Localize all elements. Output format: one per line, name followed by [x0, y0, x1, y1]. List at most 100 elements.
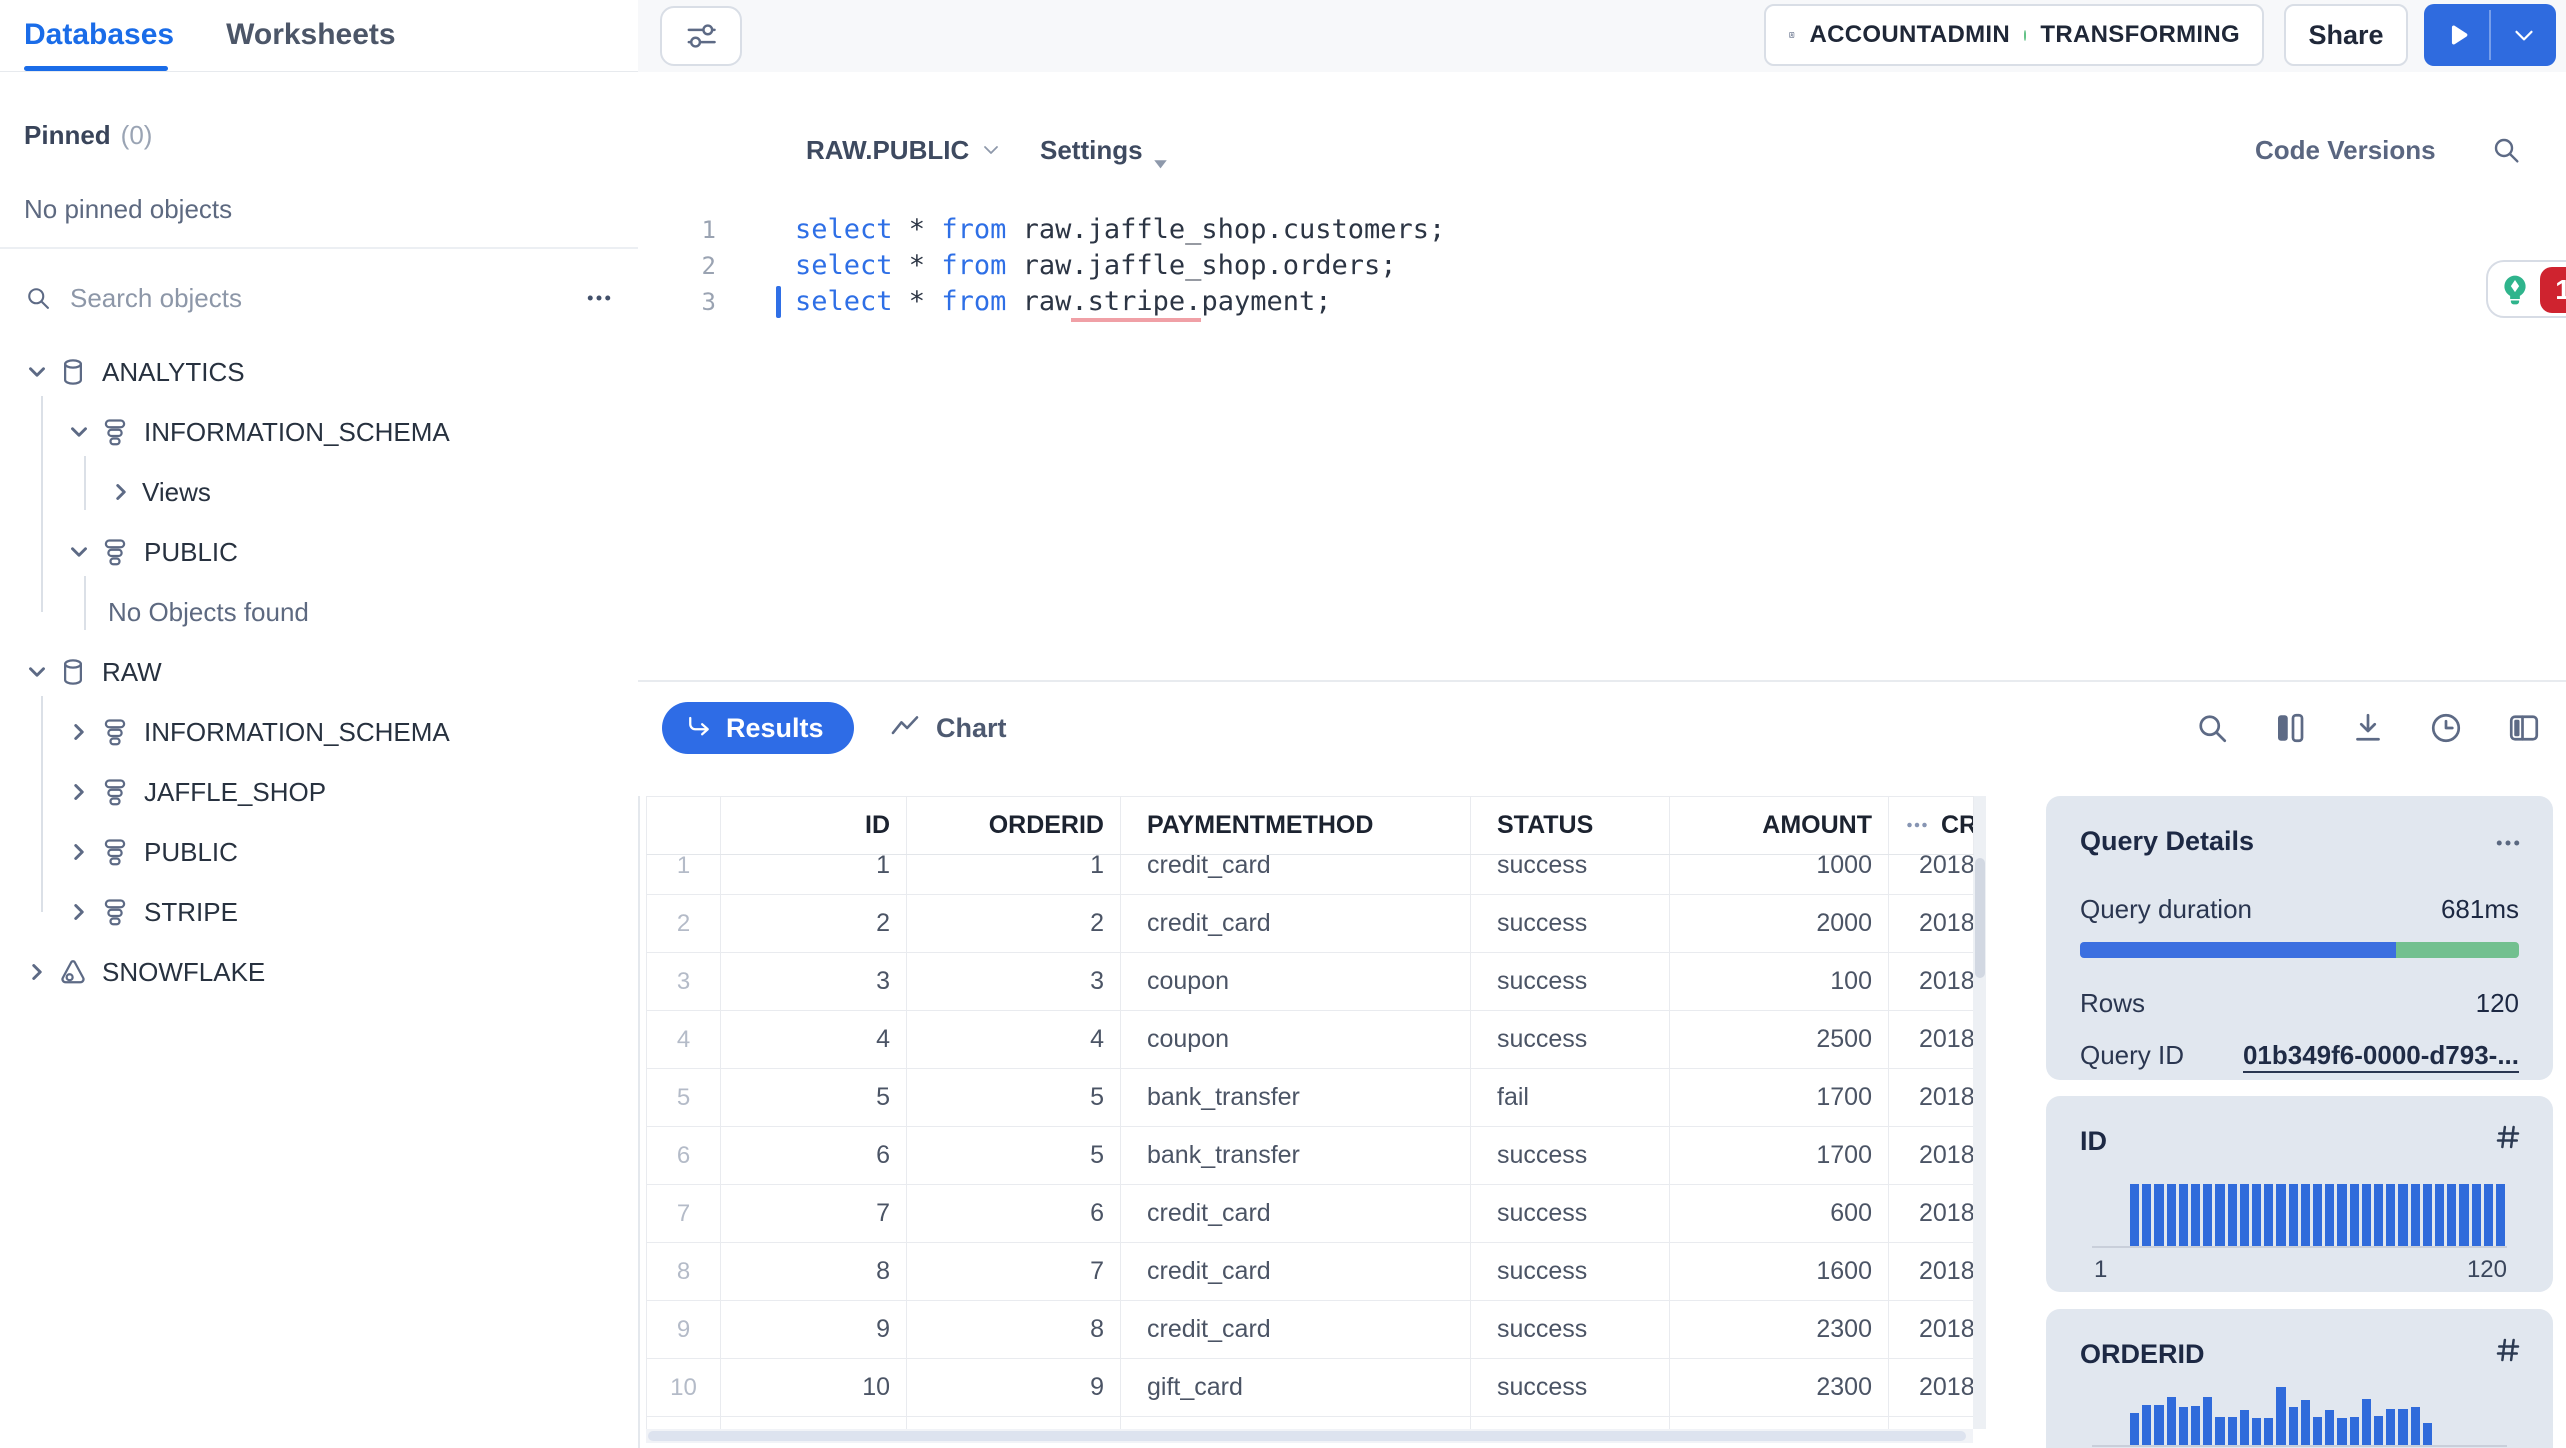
editor-context-dropdown[interactable]: RAW.PUBLIC [806, 128, 1003, 172]
history-clock-icon[interactable] [2428, 710, 2464, 746]
copilot-suggestion-widget[interactable]: 1 [2486, 260, 2566, 318]
table-row[interactable]: 3 3 3 coupon success 100 2018 [647, 953, 1986, 1011]
chevron-right-icon[interactable] [24, 959, 50, 985]
histogram-bar [2264, 1184, 2274, 1246]
chart-tab[interactable]: Chart [888, 702, 1007, 754]
tab-databases[interactable]: Databases [24, 18, 175, 51]
column-header-created[interactable]: CREATED [1889, 797, 1974, 854]
column-header-orderid[interactable]: ORDERID [907, 797, 1121, 854]
chevron-down-icon[interactable] [66, 539, 92, 565]
sidebar-tabs: Databases Worksheets [24, 18, 396, 52]
query-id-link[interactable]: 01b349f6-0000-d793-... [2242, 1040, 2519, 1073]
run-options-button[interactable] [2491, 4, 2556, 66]
histogram-baseline [2092, 1445, 2507, 1447]
cell-rownum: 9 [647, 1301, 721, 1358]
run-button[interactable] [2424, 4, 2489, 66]
vertical-scrollbar[interactable] [1973, 796, 1986, 1429]
table-row[interactable]: 7 7 6 credit_card success 600 2018 [647, 1185, 1986, 1243]
column-header-id[interactable]: ID [721, 797, 907, 854]
cell-paymentmethod: credit_card [1121, 895, 1471, 952]
column-header-rownum[interactable] [647, 797, 721, 854]
chevron-down-icon[interactable] [24, 659, 50, 685]
suggestion-count-badge: 1 [2540, 267, 2566, 313]
chevron-right-icon[interactable] [66, 839, 92, 865]
cell-paymentmethod: gift_card [1121, 1359, 1471, 1416]
code-area[interactable]: 1 select * from raw.jaffle_shop.customers… [638, 200, 2566, 680]
column-menu-icon[interactable] [1902, 810, 1932, 840]
table-row[interactable]: 4 4 4 coupon success 2500 2018 [647, 1011, 1986, 1069]
share-button[interactable]: Share [2284, 4, 2408, 66]
table-row[interactable]: 6 6 5 bank_transfer success 1700 2018 [647, 1127, 1986, 1185]
code-line-1: 1 select * from raw.jaffle_shop.customers… [638, 212, 2566, 248]
tree-item-views[interactable]: Views [0, 462, 746, 522]
query-details-menu-icon[interactable] [2493, 828, 2523, 858]
column-header-status[interactable]: STATUS [1471, 797, 1670, 854]
tree-item-label: No Objects found [108, 596, 309, 627]
session-context-selector[interactable]: ACCOUNTADMIN TRANSFORMING [1764, 4, 2264, 66]
cell-created: 2018 [1889, 895, 1974, 952]
cell-created: 2018 [1889, 855, 1974, 894]
search-objects-input[interactable] [68, 281, 502, 315]
tree-item-snowflake[interactable]: SNOWFLAKE [0, 942, 662, 1002]
search-results-icon[interactable] [2194, 710, 2230, 746]
divider [0, 71, 638, 72]
tree-item-public[interactable]: PUBLIC [0, 822, 704, 882]
chevron-right-icon[interactable] [108, 479, 134, 505]
histogram-bar [2252, 1418, 2262, 1445]
code-token: * [892, 214, 942, 245]
table-row[interactable]: 8 8 7 credit_card success 1600 2018 [647, 1243, 1986, 1301]
table-row[interactable]: 1 1 1 credit_card success 1000 2018 [647, 855, 1986, 895]
table-row[interactable]: 2 2 2 credit_card success 2000 2018 [647, 895, 1986, 953]
tree-item-analytics[interactable]: ANALYTICS [0, 342, 662, 402]
histogram-bar [2227, 1184, 2237, 1246]
histogram-bar [2203, 1397, 2213, 1445]
table-row[interactable]: 5 5 5 bank_transfer fail 1700 2018 [647, 1069, 1986, 1127]
settings-dropdown[interactable]: Settings [1040, 128, 1168, 172]
cell-created: 2018 [1889, 1127, 1974, 1184]
scrollbar-thumb[interactable] [648, 1431, 1966, 1441]
histogram-bar [2215, 1417, 2225, 1445]
app-icon [58, 957, 88, 987]
column-header-amount[interactable]: AMOUNT [1670, 797, 1889, 854]
tab-worksheets[interactable]: Worksheets [226, 18, 396, 51]
histogram-bar [2313, 1184, 2323, 1246]
download-icon[interactable] [2350, 710, 2386, 746]
chevron-right-icon[interactable] [66, 779, 92, 805]
cell-id: 6 [721, 1127, 907, 1184]
chevron-down-icon [979, 138, 1003, 162]
chevron-right-icon[interactable] [66, 719, 92, 745]
table-row[interactable]: 10 10 9 gift_card success 2300 2018 [647, 1359, 1986, 1417]
table-row[interactable]: 9 9 8 credit_card success 2300 2018 [647, 1301, 1986, 1359]
cell-empty [721, 1417, 907, 1429]
divider [2489, 10, 2491, 60]
column-header-paymentmethod[interactable]: PAYMENTMETHOD [1121, 797, 1471, 854]
sliders-icon [682, 17, 720, 55]
run-button-group [2424, 4, 2556, 66]
horizontal-scrollbar[interactable] [646, 1429, 1973, 1443]
results-tab[interactable]: Results [662, 702, 854, 754]
code-versions-button[interactable]: Code Versions [2255, 134, 2436, 165]
columns-icon[interactable] [2272, 710, 2308, 746]
tree-item-stripe[interactable]: STRIPE [0, 882, 704, 942]
sql-editor: RAW.PUBLIC Settings Code Versions 1 selec… [638, 72, 2566, 680]
tree-item-public[interactable]: PUBLIC [0, 522, 704, 582]
chevron-down-icon[interactable] [66, 419, 92, 445]
tree-item-information-schema[interactable]: INFORMATION_SCHEMA [0, 702, 704, 762]
tree-item-raw[interactable]: RAW [0, 642, 662, 702]
chevron-right-icon[interactable] [66, 899, 92, 925]
results-arrow-icon [684, 713, 714, 743]
database-icon [58, 357, 88, 387]
lint-warning-token: .stripe. [1071, 286, 1202, 322]
more-options-icon[interactable] [584, 283, 614, 313]
editor-search-icon[interactable] [2490, 134, 2522, 166]
tree-item-label: INFORMATION_SCHEMA [144, 416, 450, 447]
tree-item-information-schema[interactable]: INFORMATION_SCHEMA [0, 402, 704, 462]
histogram-min-label: 1 [2094, 1256, 2108, 1283]
cell-orderid: 1 [907, 855, 1121, 894]
split-panel-icon[interactable] [2506, 710, 2542, 746]
chevron-down-icon[interactable] [24, 359, 50, 385]
scrollbar-thumb[interactable] [1974, 858, 1985, 978]
histogram-bar [2496, 1184, 2506, 1246]
tree-item-jaffle-shop[interactable]: JAFFLE_SHOP [0, 762, 704, 822]
worksheet-filters-button[interactable] [660, 6, 742, 66]
